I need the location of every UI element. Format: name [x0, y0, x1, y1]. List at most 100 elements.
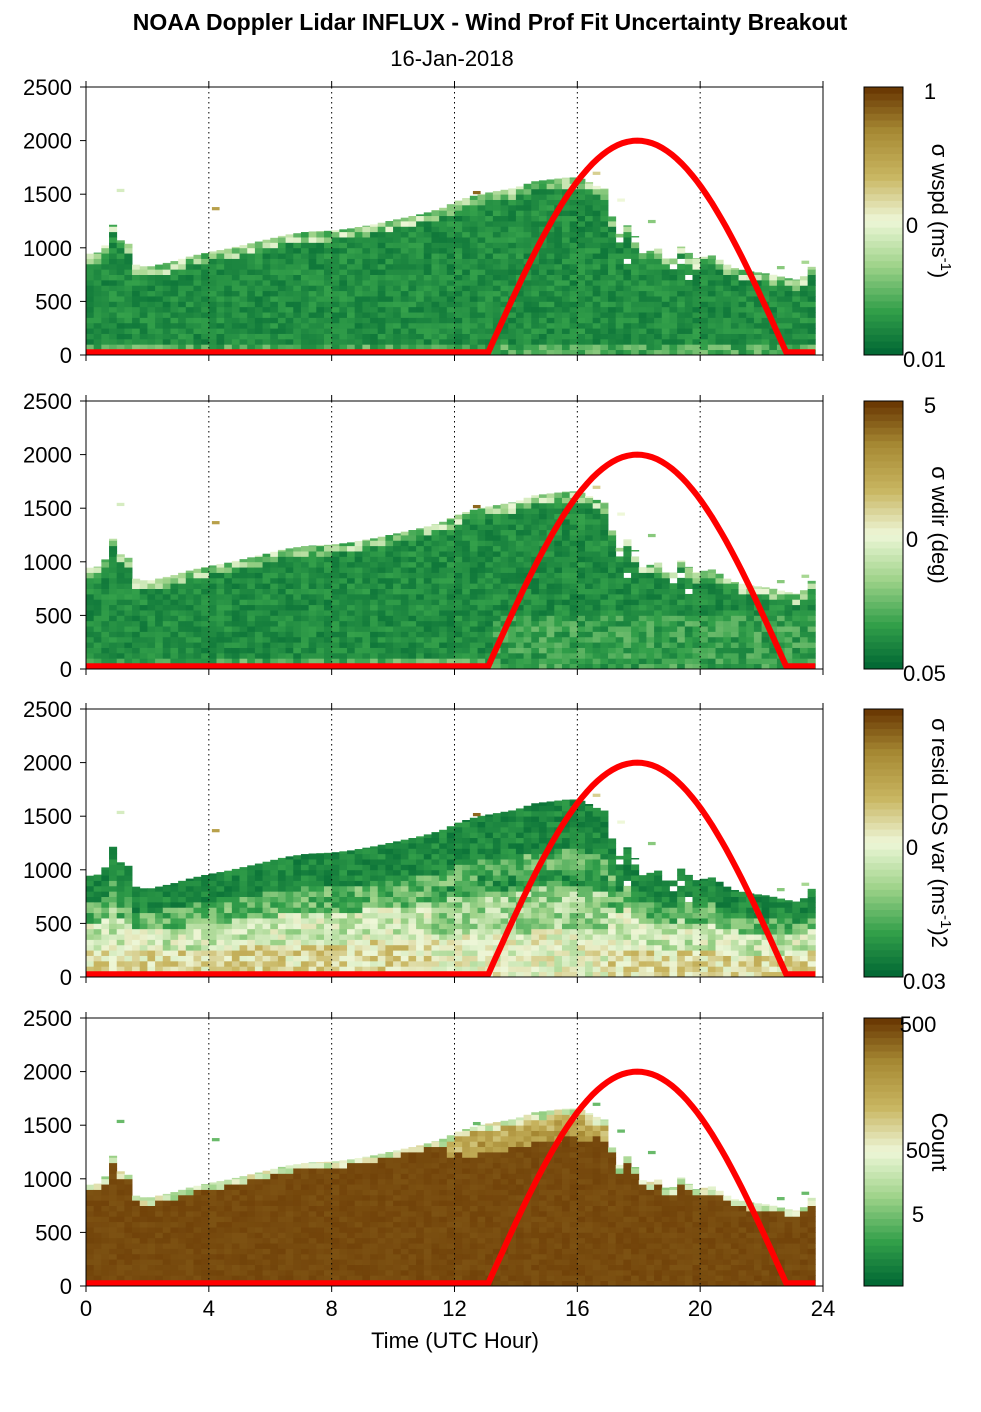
- heatmap-cell: [93, 880, 102, 887]
- heatmap-sigma_wspd: [86, 171, 816, 356]
- heatmap-cell: [654, 258, 663, 265]
- heatmap-cell: [208, 312, 217, 318]
- heatmap-cell: [585, 237, 594, 243]
- heatmap-cell: [178, 928, 187, 935]
- colorbar-segment: [864, 341, 903, 349]
- heatmap-cell: [201, 253, 210, 259]
- heatmap-cell: [354, 296, 363, 302]
- heatmap-cell: [400, 626, 409, 632]
- heatmap-cell: [101, 274, 110, 281]
- heatmap-cell: [331, 285, 340, 292]
- heatmap-cell: [147, 317, 156, 324]
- heatmap-cell: [247, 322, 256, 329]
- heatmap-cell: [707, 583, 716, 589]
- heatmap-cell: [86, 960, 95, 967]
- heatmap-cell: [185, 891, 194, 897]
- heatmap-cell: [515, 567, 524, 573]
- heatmap-cell: [308, 642, 317, 648]
- heatmap-cell: [185, 256, 194, 259]
- heatmap-cell: [185, 317, 194, 324]
- heatmap-cell: [170, 934, 179, 940]
- heatmap-cell: [477, 253, 486, 259]
- heatmap-cell: [393, 620, 402, 627]
- heatmap-cell: [577, 615, 586, 622]
- heatmap-cell: [661, 572, 670, 579]
- heatmap-cell: [93, 344, 102, 351]
- heatmap-cell: [155, 912, 164, 919]
- heatmap-cell: [792, 322, 801, 329]
- heatmap-cell: [247, 269, 256, 275]
- heatmap-cell: [792, 593, 801, 595]
- heatmap-cell: [162, 604, 171, 611]
- heatmap-cell: [477, 572, 486, 579]
- colorbar-segment: [864, 107, 903, 115]
- heatmap-cell: [185, 604, 194, 611]
- heatmap-cell: [147, 312, 156, 318]
- heatmap-cell: [216, 285, 225, 292]
- heatmap-cell: [585, 263, 594, 270]
- heatmap-cell: [116, 567, 125, 573]
- heatmap-cell: [554, 642, 563, 648]
- heatmap-cell: [377, 577, 386, 584]
- heatmap-cell: [147, 338, 156, 345]
- heatmap-cell: [730, 274, 739, 281]
- heatmap-cell: [277, 338, 287, 345]
- heatmap-cell: [546, 333, 555, 340]
- heatmap-cell: [799, 590, 809, 595]
- heatmap-cell: [347, 258, 356, 265]
- heatmap-cell: [608, 535, 617, 541]
- heatmap-cell: [692, 285, 701, 292]
- heatmap-cell: [515, 301, 524, 308]
- heatmap-cell: [101, 960, 110, 967]
- heatmap-cell: [769, 652, 778, 659]
- heatmap-cell: [692, 583, 701, 589]
- heatmap-cell: [400, 301, 409, 308]
- heatmap-cell: [132, 647, 141, 654]
- heatmap-cell: [477, 204, 486, 211]
- heatmap-cell: [531, 535, 540, 541]
- heatmap-cell: [362, 577, 371, 584]
- heatmap-cell: [661, 663, 670, 670]
- heatmap-cell: [231, 263, 240, 270]
- heatmap-cell: [462, 274, 471, 281]
- heatmap-cell: [523, 658, 532, 665]
- heatmap-cell: [331, 604, 340, 611]
- heatmap-cell: [224, 875, 233, 881]
- heatmap-cell: [247, 647, 256, 654]
- heatmap-cell: [608, 556, 617, 563]
- heatmap-cell: [347, 588, 356, 595]
- heatmap-cell: [385, 583, 394, 589]
- heatmap-cell: [224, 274, 233, 281]
- heatmap-cell: [761, 349, 770, 356]
- heatmap-cell: [293, 258, 302, 265]
- heatmap-cell: [585, 296, 594, 302]
- heatmap-cell: [515, 242, 524, 249]
- heatmap-cell: [508, 551, 517, 557]
- heatmap-cell: [723, 663, 732, 670]
- heatmap-cell: [385, 263, 394, 270]
- heatmap-cell: [101, 567, 110, 573]
- heatmap-cell: [700, 593, 709, 600]
- heatmap-cell: [423, 242, 432, 249]
- heatmap-cell: [600, 269, 609, 275]
- heatmap-cell: [124, 604, 133, 611]
- heatmap-cell: [185, 918, 194, 924]
- heatmap-cell: [730, 631, 739, 638]
- heatmap-cell: [431, 604, 440, 611]
- heatmap-cell: [531, 508, 540, 514]
- heatmap-cell: [431, 572, 440, 579]
- heatmap-cell: [416, 333, 425, 340]
- heatmap-cell: [308, 631, 317, 638]
- heatmap-cell: [554, 588, 563, 595]
- heatmap-cell: [707, 344, 716, 351]
- heatmap-cell: [477, 247, 486, 254]
- heatmap-cell: [416, 296, 425, 302]
- heatmap-cell: [654, 328, 663, 334]
- heatmap-cell: [523, 588, 532, 595]
- heatmap-cell: [423, 212, 432, 217]
- heatmap-cell: [208, 631, 217, 638]
- heatmap-cell: [116, 939, 125, 946]
- heatmap-cell: [431, 285, 440, 292]
- heatmap-cell: [531, 652, 540, 659]
- heatmap-cell: [715, 663, 724, 670]
